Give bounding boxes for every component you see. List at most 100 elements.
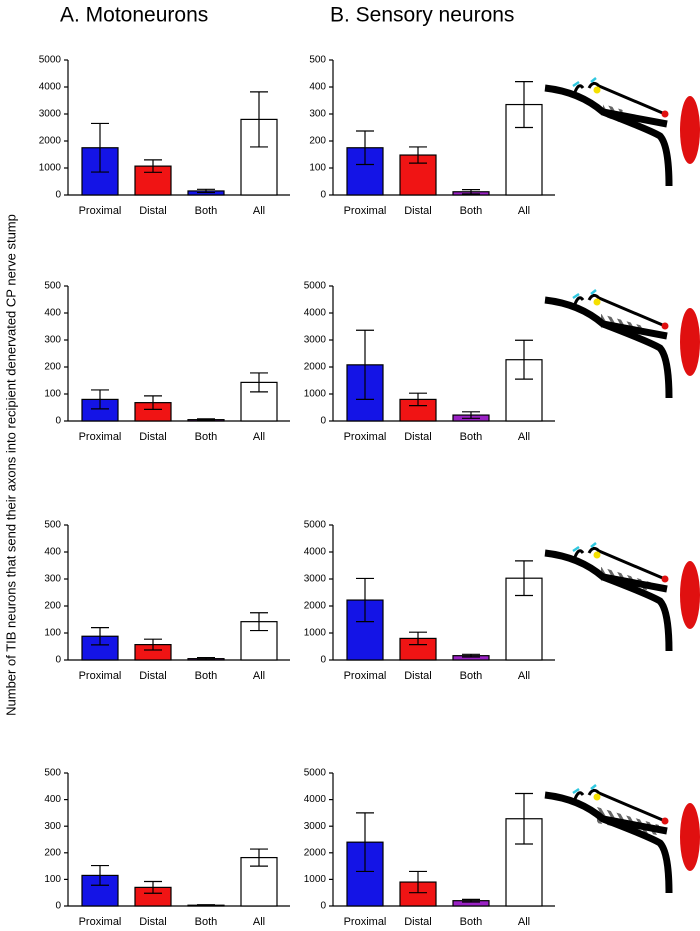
error-bar	[197, 418, 215, 422]
y-tick-label: 0	[55, 190, 61, 201]
y-tick-label: 0	[320, 655, 326, 666]
error-bar	[144, 638, 162, 651]
x-tick-label: Both	[195, 431, 218, 443]
error-bar	[144, 159, 162, 173]
error-bar	[515, 560, 533, 597]
x-tick-label: Proximal	[344, 205, 387, 217]
x-tick-label: Proximal	[344, 670, 387, 682]
y-tick-label: 5000	[304, 768, 327, 779]
x-tick-label: All	[518, 670, 530, 682]
error-bar	[91, 864, 109, 886]
error-bar	[462, 898, 480, 903]
error-bar	[197, 904, 215, 907]
nerve-diagram	[545, 290, 700, 398]
y-tick-label: 5000	[304, 281, 327, 292]
y-tick-label: 200	[309, 136, 326, 147]
error-bar	[144, 880, 162, 894]
y-tick-label: 4000	[304, 308, 327, 319]
x-tick-label: Both	[195, 205, 218, 217]
error-bar	[515, 792, 533, 845]
y-tick-label: 400	[44, 547, 61, 558]
y-tick-label: 300	[309, 109, 326, 120]
y-tick-label: 500	[44, 281, 61, 292]
y-tick-label: 400	[44, 308, 61, 319]
x-tick-label: Proximal	[79, 205, 122, 217]
x-tick-label: Proximal	[79, 431, 122, 443]
x-tick-label: Both	[460, 916, 483, 928]
y-tick-label: 300	[44, 821, 61, 832]
x-tick-label: All	[253, 205, 265, 217]
y-tick-label: 4000	[39, 82, 62, 93]
x-tick-label: Both	[460, 205, 483, 217]
error-bar	[250, 612, 268, 632]
y-tick-label: 100	[44, 628, 61, 639]
error-bar	[462, 189, 480, 195]
x-tick-label: Distal	[404, 205, 432, 217]
y-axis-label: Number of TIB neurons that send their ax…	[3, 214, 18, 716]
error-bar	[409, 631, 427, 646]
nerve-diagram	[545, 543, 700, 651]
y-tick-label: 0	[55, 655, 61, 666]
error-bar	[144, 395, 162, 410]
error-bar	[91, 627, 109, 646]
y-tick-label: 500	[44, 768, 61, 779]
y-tick-label: 2000	[304, 601, 327, 612]
x-tick-label: Distal	[139, 670, 167, 682]
column-header: B. Sensory neurons	[330, 4, 514, 27]
error-bar	[462, 653, 480, 658]
y-tick-label: 200	[44, 601, 61, 612]
y-tick-label: 3000	[304, 335, 327, 346]
error-bar	[356, 577, 374, 623]
y-tick-label: 100	[44, 874, 61, 885]
y-tick-label: 0	[320, 901, 326, 912]
x-tick-label: Distal	[139, 431, 167, 443]
y-tick-label: 300	[44, 335, 61, 346]
bar	[240, 381, 278, 422]
y-tick-label: 0	[320, 416, 326, 427]
y-tick-label: 1000	[304, 874, 327, 885]
x-tick-label: All	[253, 670, 265, 682]
y-tick-label: 5000	[39, 55, 62, 66]
y-tick-label: 0	[55, 901, 61, 912]
x-tick-label: Proximal	[79, 916, 122, 928]
y-tick-label: 500	[44, 520, 61, 531]
y-tick-label: 100	[44, 389, 61, 400]
error-bar	[356, 329, 374, 400]
error-bar	[409, 146, 427, 164]
y-tick-label: 3000	[304, 574, 327, 585]
error-bar	[197, 656, 215, 661]
error-bar	[356, 812, 374, 873]
x-tick-label: Both	[460, 431, 483, 443]
y-tick-label: 200	[44, 847, 61, 858]
x-tick-label: Both	[195, 670, 218, 682]
error-bar	[91, 122, 109, 173]
x-tick-label: Distal	[404, 670, 432, 682]
nerve-diagram	[545, 78, 700, 186]
column-header: A. Motoneurons	[60, 4, 208, 27]
y-tick-label: 2000	[304, 362, 327, 373]
error-bar	[250, 372, 268, 393]
x-tick-label: Proximal	[344, 916, 387, 928]
x-tick-label: Proximal	[344, 431, 387, 443]
x-tick-label: Both	[195, 916, 218, 928]
y-tick-label: 1000	[304, 628, 327, 639]
y-tick-label: 4000	[304, 547, 327, 558]
nerve-diagram	[545, 785, 700, 893]
y-tick-label: 3000	[39, 109, 62, 120]
error-bar	[515, 81, 533, 129]
error-bar	[250, 91, 268, 148]
x-tick-label: All	[518, 916, 530, 928]
y-tick-label: 2000	[39, 136, 62, 147]
x-tick-label: Distal	[404, 431, 432, 443]
y-tick-label: 5000	[304, 520, 327, 531]
y-tick-label: 2000	[304, 847, 327, 858]
y-tick-label: 400	[309, 82, 326, 93]
y-tick-label: 0	[55, 416, 61, 427]
x-tick-label: Both	[460, 670, 483, 682]
y-tick-label: 500	[309, 55, 326, 66]
x-tick-label: Distal	[139, 916, 167, 928]
y-tick-label: 400	[44, 794, 61, 805]
error-bar	[409, 870, 427, 894]
error-bar	[250, 848, 268, 867]
